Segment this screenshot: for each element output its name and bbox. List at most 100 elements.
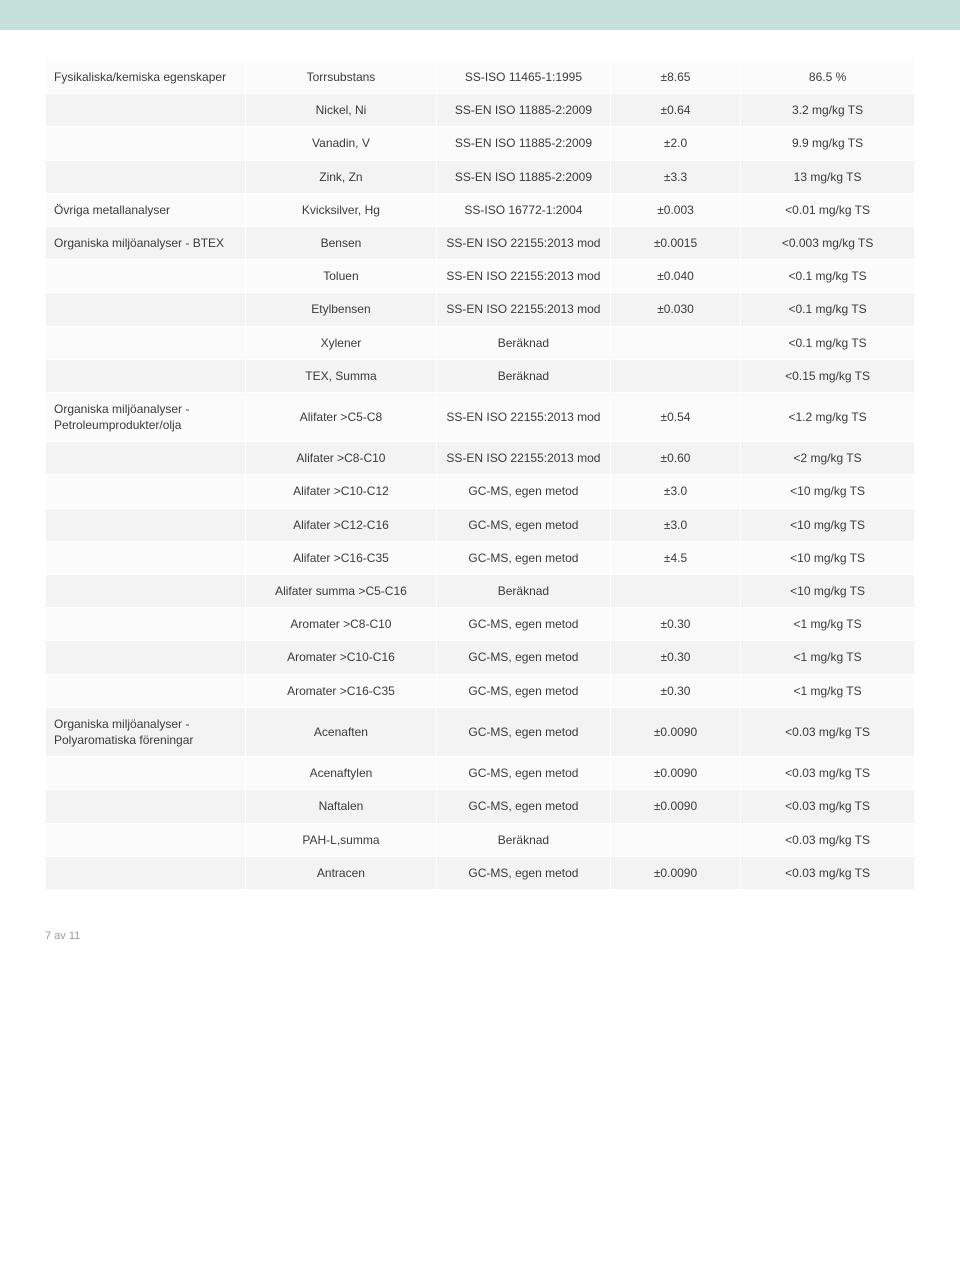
method-cell: SS-ISO 11465-1:1995 bbox=[437, 61, 611, 94]
parameter-cell: Etylbensen bbox=[245, 293, 436, 326]
category-cell bbox=[46, 442, 246, 475]
uncertainty-cell: ±0.0090 bbox=[610, 856, 740, 889]
category-cell bbox=[46, 757, 246, 790]
uncertainty-cell: ±4.5 bbox=[610, 541, 740, 574]
uncertainty-cell: ±3.0 bbox=[610, 475, 740, 508]
category-cell: Fysikaliska/kemiska egenskaper bbox=[46, 61, 246, 94]
table-row: AntracenGC-MS, egen metod±0.0090<0.03 mg… bbox=[46, 856, 915, 889]
parameter-cell: Alifater >C16-C35 bbox=[245, 541, 436, 574]
uncertainty-cell: ±0.030 bbox=[610, 293, 740, 326]
category-cell bbox=[46, 475, 246, 508]
category-cell: Organiska miljöanalyser - BTEX bbox=[46, 226, 246, 259]
uncertainty-cell: ±0.30 bbox=[610, 608, 740, 641]
parameter-cell: Alifater summa >C5-C16 bbox=[245, 575, 436, 608]
category-cell bbox=[46, 359, 246, 392]
result-cell: <0.01 mg/kg TS bbox=[741, 193, 915, 226]
category-cell bbox=[46, 508, 246, 541]
uncertainty-cell: ±0.0015 bbox=[610, 226, 740, 259]
table-row: Alifater >C10-C12GC-MS, egen metod±3.0<1… bbox=[46, 475, 915, 508]
result-cell: 9.9 mg/kg TS bbox=[741, 127, 915, 160]
method-cell: GC-MS, egen metod bbox=[437, 856, 611, 889]
category-cell bbox=[46, 94, 246, 127]
table-row: TEX, SummaBeräknad <0.15 mg/kg TS bbox=[46, 359, 915, 392]
method-cell: SS-EN ISO 11885-2:2009 bbox=[437, 94, 611, 127]
result-cell: <0.03 mg/kg TS bbox=[741, 856, 915, 889]
uncertainty-cell: ±0.30 bbox=[610, 641, 740, 674]
table-row: Aromater >C16-C35GC-MS, egen metod±0.30<… bbox=[46, 674, 915, 707]
parameter-cell: Torrsubstans bbox=[245, 61, 436, 94]
method-cell: SS-EN ISO 22155:2013 mod bbox=[437, 226, 611, 259]
method-cell: SS-EN ISO 11885-2:2009 bbox=[437, 127, 611, 160]
table-row: Alifater summa >C5-C16Beräknad<10 mg/kg … bbox=[46, 575, 915, 608]
uncertainty-cell: ±0.0090 bbox=[610, 757, 740, 790]
content: Fysikaliska/kemiska egenskaperTorrsubsta… bbox=[0, 30, 960, 910]
parameter-cell: Nickel, Ni bbox=[245, 94, 436, 127]
result-cell: <1 mg/kg TS bbox=[741, 641, 915, 674]
table-row: Aromater >C8-C10GC-MS, egen metod±0.30<1… bbox=[46, 608, 915, 641]
method-cell: SS-ISO 16772-1:2004 bbox=[437, 193, 611, 226]
result-cell: <0.15 mg/kg TS bbox=[741, 359, 915, 392]
parameter-cell: Zink, Zn bbox=[245, 160, 436, 193]
result-cell: <0.03 mg/kg TS bbox=[741, 823, 915, 856]
parameter-cell: Naftalen bbox=[245, 790, 436, 823]
parameter-cell: Kvicksilver, Hg bbox=[245, 193, 436, 226]
parameter-cell: Antracen bbox=[245, 856, 436, 889]
uncertainty-cell bbox=[610, 823, 740, 856]
method-cell: GC-MS, egen metod bbox=[437, 707, 611, 756]
result-cell: <0.03 mg/kg TS bbox=[741, 790, 915, 823]
method-cell: GC-MS, egen metod bbox=[437, 790, 611, 823]
method-cell: SS-EN ISO 22155:2013 mod bbox=[437, 392, 611, 441]
uncertainty-cell: ±2.0 bbox=[610, 127, 740, 160]
table-row: NaftalenGC-MS, egen metod±0.0090<0.03 mg… bbox=[46, 790, 915, 823]
uncertainty-cell: ±0.003 bbox=[610, 193, 740, 226]
result-cell: 13 mg/kg TS bbox=[741, 160, 915, 193]
uncertainty-cell: ±0.60 bbox=[610, 442, 740, 475]
uncertainty-cell: ±0.0090 bbox=[610, 790, 740, 823]
result-cell: <1.2 mg/kg TS bbox=[741, 392, 915, 441]
parameter-cell: Acenaftylen bbox=[245, 757, 436, 790]
category-cell bbox=[46, 641, 246, 674]
category-cell bbox=[46, 674, 246, 707]
parameter-cell: Aromater >C8-C10 bbox=[245, 608, 436, 641]
result-cell: 3.2 mg/kg TS bbox=[741, 94, 915, 127]
category-cell bbox=[46, 823, 246, 856]
parameter-cell: Vanadin, V bbox=[245, 127, 436, 160]
uncertainty-cell bbox=[610, 326, 740, 359]
result-cell: <10 mg/kg TS bbox=[741, 475, 915, 508]
table-row: XylenerBeräknad<0.1 mg/kg TS bbox=[46, 326, 915, 359]
category-cell bbox=[46, 575, 246, 608]
method-cell: GC-MS, egen metod bbox=[437, 608, 611, 641]
uncertainty-cell: ±0.040 bbox=[610, 260, 740, 293]
method-cell: GC-MS, egen metod bbox=[437, 674, 611, 707]
parameter-cell: Alifater >C8-C10 bbox=[245, 442, 436, 475]
category-cell bbox=[46, 260, 246, 293]
parameter-cell: PAH-L,summa bbox=[245, 823, 436, 856]
uncertainty-cell: ±8.65 bbox=[610, 61, 740, 94]
result-cell: <0.1 mg/kg TS bbox=[741, 293, 915, 326]
table-row: Organiska miljöanalyser - BTEXBensenSS-E… bbox=[46, 226, 915, 259]
table-row: ToluenSS-EN ISO 22155:2013 mod±0.040<0.1… bbox=[46, 260, 915, 293]
result-cell: <0.1 mg/kg TS bbox=[741, 260, 915, 293]
table-row: Fysikaliska/kemiska egenskaperTorrsubsta… bbox=[46, 61, 915, 94]
parameter-cell: Bensen bbox=[245, 226, 436, 259]
parameter-cell: Aromater >C10-C16 bbox=[245, 641, 436, 674]
result-cell: <2 mg/kg TS bbox=[741, 442, 915, 475]
category-cell: Organiska miljöanalyser - Petroleumprodu… bbox=[46, 392, 246, 441]
table-row: Nickel, NiSS-EN ISO 11885-2:2009±0.643.2… bbox=[46, 94, 915, 127]
method-cell: Beräknad bbox=[437, 359, 611, 392]
table-row: Alifater >C12-C16GC-MS, egen metod±3.0<1… bbox=[46, 508, 915, 541]
parameter-cell: TEX, Summa bbox=[245, 359, 436, 392]
result-cell: <0.03 mg/kg TS bbox=[741, 757, 915, 790]
uncertainty-cell: ±3.3 bbox=[610, 160, 740, 193]
result-cell: <0.003 mg/kg TS bbox=[741, 226, 915, 259]
category-cell bbox=[46, 856, 246, 889]
table-row: Zink, ZnSS-EN ISO 11885-2:2009±3.313 mg/… bbox=[46, 160, 915, 193]
parameter-cell: Aromater >C16-C35 bbox=[245, 674, 436, 707]
method-cell: Beräknad bbox=[437, 326, 611, 359]
table-row: AcenaftylenGC-MS, egen metod±0.0090<0.03… bbox=[46, 757, 915, 790]
method-cell: GC-MS, egen metod bbox=[437, 508, 611, 541]
category-cell bbox=[46, 293, 246, 326]
category-cell bbox=[46, 326, 246, 359]
result-cell: <0.03 mg/kg TS bbox=[741, 707, 915, 756]
table-row: Aromater >C10-C16GC-MS, egen metod±0.30<… bbox=[46, 641, 915, 674]
